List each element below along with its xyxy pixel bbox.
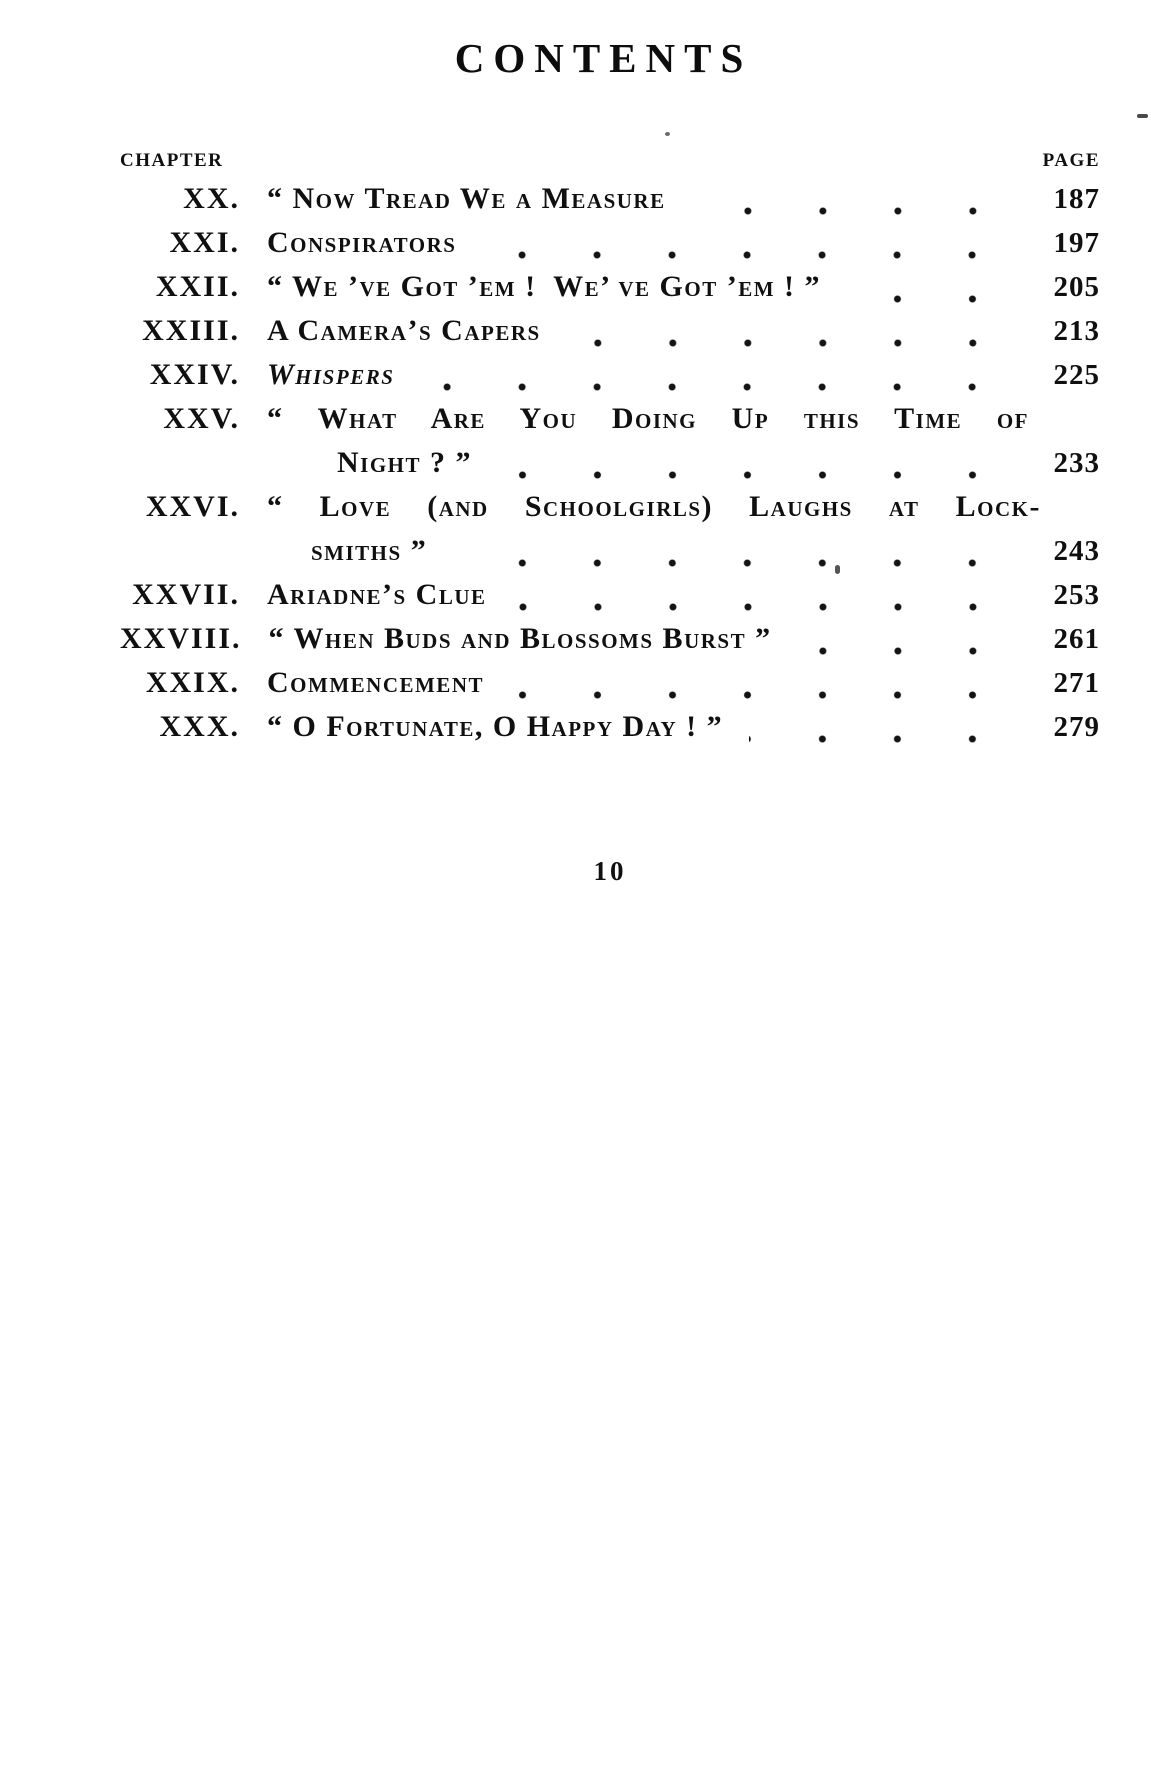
folio-page-number: 10: [593, 856, 627, 886]
scan-speck: [1137, 114, 1148, 118]
page-number: 225: [1053, 359, 1100, 391]
chapter-numeral: XXI.: [169, 226, 240, 259]
chapter-title: “ Love (and Schoolgirls) Laughs at Lock-: [267, 490, 1041, 523]
dot-leader: [847, 270, 1014, 314]
toc-entry: XX. “ Now Tread We a Measure 187: [120, 182, 1100, 226]
toc-content: CHAPTER PAGE XX. “ Now Tread We a Measur…: [120, 150, 1100, 754]
page-number: 279: [1053, 711, 1100, 743]
dot-leader: [512, 578, 1014, 622]
toc-entry: XXVII. Ariadne’s Clue 253: [120, 578, 1100, 622]
chapter-title: “ Now Tread We a Measure: [267, 182, 666, 215]
dot-leader: [498, 446, 1014, 490]
chapter-column-label: CHAPTER: [120, 150, 224, 171]
chapter-numeral: XXVIII.: [120, 622, 242, 655]
page-number: 243: [1053, 535, 1100, 567]
page-column-label: PAGE: [1042, 150, 1100, 171]
chapter-title: Conspirators: [267, 226, 457, 259]
chapter-numeral: XXIII.: [142, 314, 240, 347]
chapter-title: A Camera’s Capers: [267, 314, 541, 347]
page-number: 271: [1053, 667, 1100, 699]
toc-entry: XXI. Conspirators 197: [120, 226, 1100, 270]
toc-column-headers: CHAPTER PAGE: [120, 150, 1100, 178]
toc-entry: XXVIII. “ When Buds and Blossoms Burst ”…: [120, 622, 1100, 666]
page-number: 233: [1053, 447, 1100, 479]
chapter-title: “ O Fortunate, O Happy Day ! ”: [267, 710, 724, 743]
dot-leader: [482, 226, 1014, 270]
dot-leader: [749, 710, 1014, 754]
page-number: 205: [1053, 271, 1100, 303]
page-number: 253: [1053, 579, 1100, 611]
chapter-numeral: XXVII.: [132, 578, 240, 611]
page-number: 261: [1053, 623, 1100, 655]
chapter-numeral: XX.: [183, 182, 240, 215]
chapter-numeral: XXIX.: [145, 666, 240, 699]
dot-leader: [797, 622, 1014, 666]
chapter-title-continued: Night ? ”: [337, 446, 473, 479]
toc-entry: XXIV. Whispers 225: [120, 358, 1100, 402]
dot-leader: [453, 534, 1014, 578]
chapter-title: Whispers: [267, 358, 395, 391]
toc-entry: XXV. “ What Are You Doing Up this Time o…: [120, 402, 1100, 446]
chapter-numeral: XXIV.: [149, 358, 240, 391]
chapter-title: “ When Buds and Blossoms Burst ”: [268, 622, 772, 655]
chapter-title: Commencement: [267, 666, 484, 699]
toc-entry: XXVI. “ Love (and Schoolgirls) Laughs at…: [120, 490, 1100, 534]
toc-entry: XXX. “ O Fortunate, O Happy Day ! ” 279: [120, 710, 1100, 754]
chapter-numeral: XXVI.: [145, 490, 240, 523]
chapter-numeral: XXX.: [159, 710, 240, 743]
chapter-numeral: XXV.: [163, 402, 240, 435]
toc-entry-continuation: smiths ” 243: [120, 534, 1100, 578]
scan-speck: [665, 132, 670, 136]
chapter-title-continued: smiths ”: [311, 534, 428, 567]
toc-list: XX. “ Now Tread We a Measure 187 XXI. Co…: [120, 182, 1100, 754]
dot-leader: [420, 358, 1014, 402]
dot-leader: [510, 666, 1014, 710]
chapter-title: “ What Are You Doing Up this Time of: [267, 402, 1029, 435]
toc-entry: XXIX. Commencement 271: [120, 666, 1100, 710]
toc-entry: XXII. “ We ’ve Got ’em ! We’ ve Got ’em …: [120, 270, 1100, 314]
toc-entry-continuation: Night ? ” 233: [120, 446, 1100, 490]
page-number: 197: [1053, 227, 1100, 259]
page-number: 187: [1053, 183, 1100, 215]
chapter-numeral: XXII.: [155, 270, 240, 303]
dot-leader: [691, 182, 1014, 226]
toc-entry: XXIII. A Camera’s Capers 213: [120, 314, 1100, 358]
page-title: CONTENTS: [454, 35, 753, 81]
page-number: 213: [1053, 315, 1100, 347]
chapter-title: Ariadne’s Clue: [267, 578, 487, 611]
chapter-title: “ We ’ve Got ’em ! We’ ve Got ’em ! ”: [267, 270, 822, 303]
dot-leader: [566, 314, 1014, 358]
